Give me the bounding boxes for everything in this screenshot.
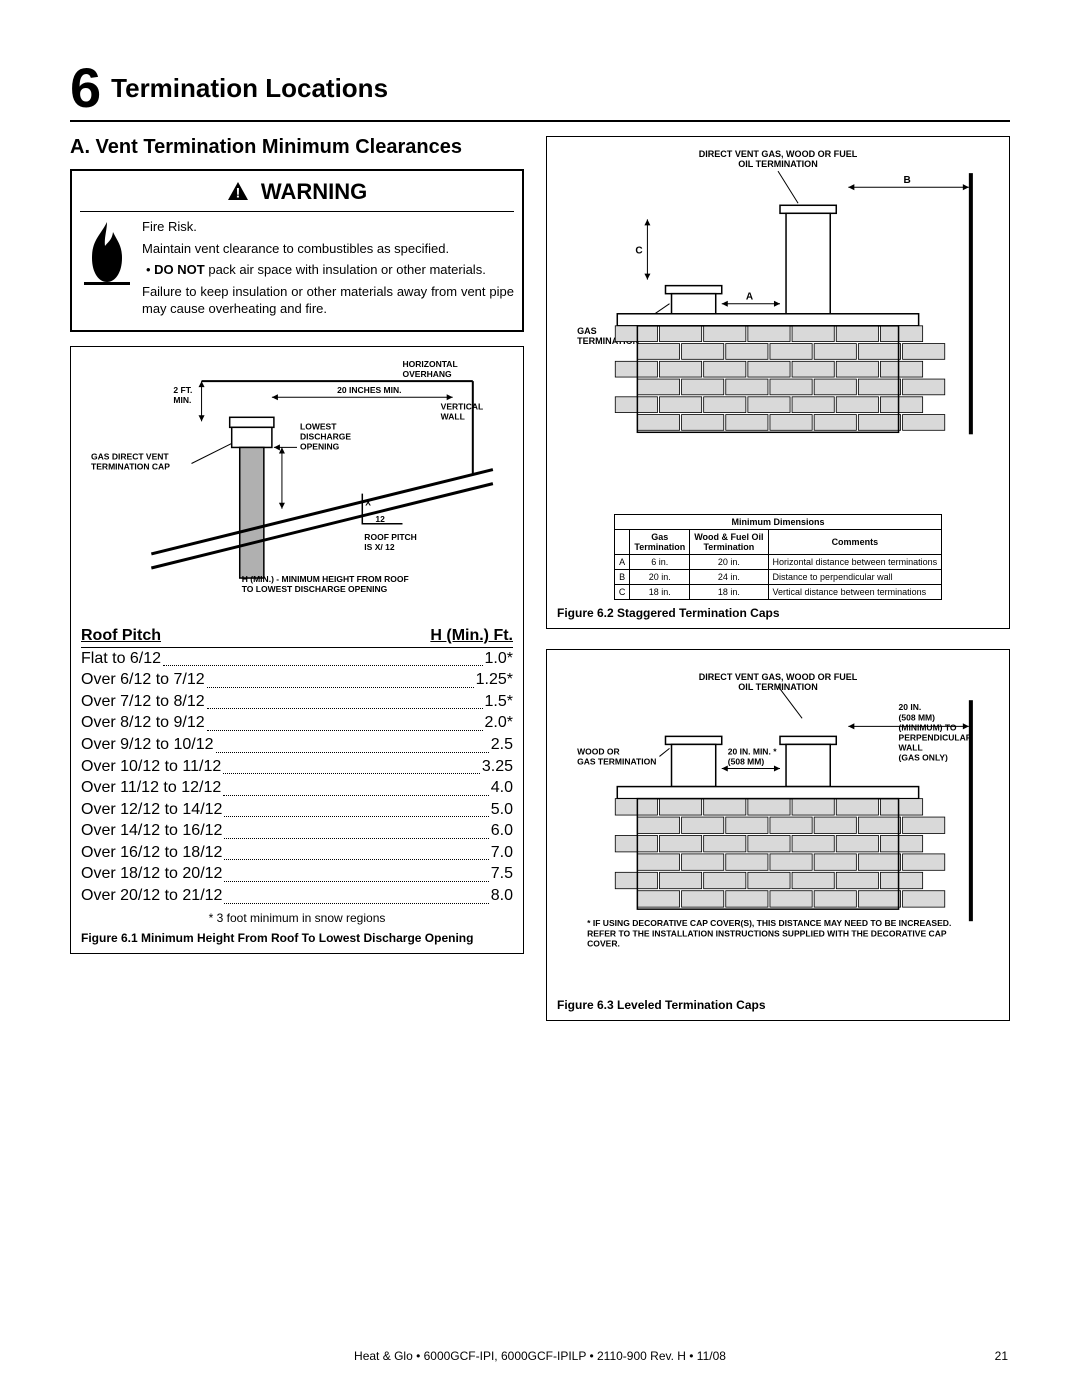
staggered-diagram: DIRECT VENT GAS, WOOD OR FUELOIL TERMINA…	[557, 143, 999, 505]
min-dimensions-table: Minimum Dimensions GasTerminationWood & …	[614, 514, 942, 600]
svg-text:DIRECT VENT GAS, WOOD OR FUELO: DIRECT VENT GAS, WOOD OR FUELOIL TERMINA…	[699, 149, 858, 169]
svg-text:B: B	[904, 175, 911, 186]
warning-title: WARNING	[261, 179, 367, 204]
svg-text:A: A	[746, 292, 753, 303]
section-header: 6 Termination Locations	[70, 60, 1010, 122]
warning-text: Fire Risk.Maintain vent clearance to com…	[142, 218, 514, 322]
figure-6-1: HORIZONTALOVERHANG 20 INCHES MIN. VERTIC…	[70, 346, 524, 954]
subsection-heading: A. Vent Termination Minimum Clearances	[70, 136, 524, 159]
svg-text:HORIZONTALOVERHANG: HORIZONTALOVERHANG	[402, 359, 457, 379]
leveled-diagram: DIRECT VENT GAS, WOOD OR FUELOIL TERMINA…	[557, 656, 999, 988]
svg-text:GAS DIRECT VENTTERMINATION CAP: GAS DIRECT VENTTERMINATION CAP	[91, 451, 170, 471]
svg-text:VERTICALWALL: VERTICALWALL	[441, 401, 484, 421]
page-footer: Heat & Glo • 6000GCF-IPI, 6000GCF-IPILP …	[0, 1349, 1080, 1363]
svg-text:C: C	[635, 245, 642, 256]
figure-6-3: DIRECT VENT GAS, WOOD OR FUELOIL TERMINA…	[546, 649, 1010, 1022]
svg-text:20 IN. MIN. *(508 MM): 20 IN. MIN. *(508 MM)	[728, 746, 777, 766]
warning-triangle-icon: !	[227, 181, 249, 207]
svg-text:DIRECT VENT GAS, WOOD OR FUELO: DIRECT VENT GAS, WOOD OR FUELOIL TERMINA…	[699, 672, 858, 692]
svg-text:2 FT.MIN.: 2 FT.MIN.	[173, 385, 192, 405]
page-number: 21	[995, 1349, 1008, 1363]
svg-text:!: !	[235, 185, 240, 201]
figure-6-2: DIRECT VENT GAS, WOOD OR FUELOIL TERMINA…	[546, 136, 1010, 629]
svg-text:20 IN.(508 MM)(MINIMUM) TOPERP: 20 IN.(508 MM)(MINIMUM) TOPERPENDICULARW…	[899, 702, 972, 762]
svg-text:12: 12	[375, 514, 385, 524]
roof-note: * 3 foot minimum in snow regions	[81, 911, 513, 925]
svg-text:ROOF PITCHIS X/ 12: ROOF PITCHIS X/ 12	[364, 532, 417, 552]
roof-header-right: H (Min.) Ft.	[430, 625, 513, 647]
svg-text:20 INCHES MIN.: 20 INCHES MIN.	[337, 385, 401, 395]
fig63-caption: Figure 6.3 Leveled Termination Caps	[557, 998, 999, 1012]
roof-header-left: Roof Pitch	[81, 625, 161, 647]
warning-box: ! WARNING Fire Risk.Maintain vent cleara…	[70, 169, 524, 332]
svg-text:H (MIN.) - MINIMUM HEIGHT FROM: H (MIN.) - MINIMUM HEIGHT FROM ROOFTO LO…	[242, 574, 409, 594]
fig62-caption: Figure 6.2 Staggered Termination Caps	[557, 606, 999, 620]
roof-diagram: HORIZONTALOVERHANG 20 INCHES MIN. VERTIC…	[81, 353, 513, 614]
flame-icon	[80, 218, 134, 322]
svg-text:WOOD ORGAS TERMINATION: WOOD ORGAS TERMINATION	[577, 746, 656, 766]
chapter-title: Termination Locations	[111, 73, 388, 104]
roof-pitch-table: Flat to 6/121.0*Over 6/12 to 7/121.25*Ov…	[81, 648, 513, 907]
chapter-number: 6	[70, 60, 101, 116]
svg-text:LOWESTDISCHARGEOPENING: LOWESTDISCHARGEOPENING	[300, 421, 351, 451]
fig61-caption: Figure 6.1 Minimum Height From Roof To L…	[81, 931, 513, 945]
